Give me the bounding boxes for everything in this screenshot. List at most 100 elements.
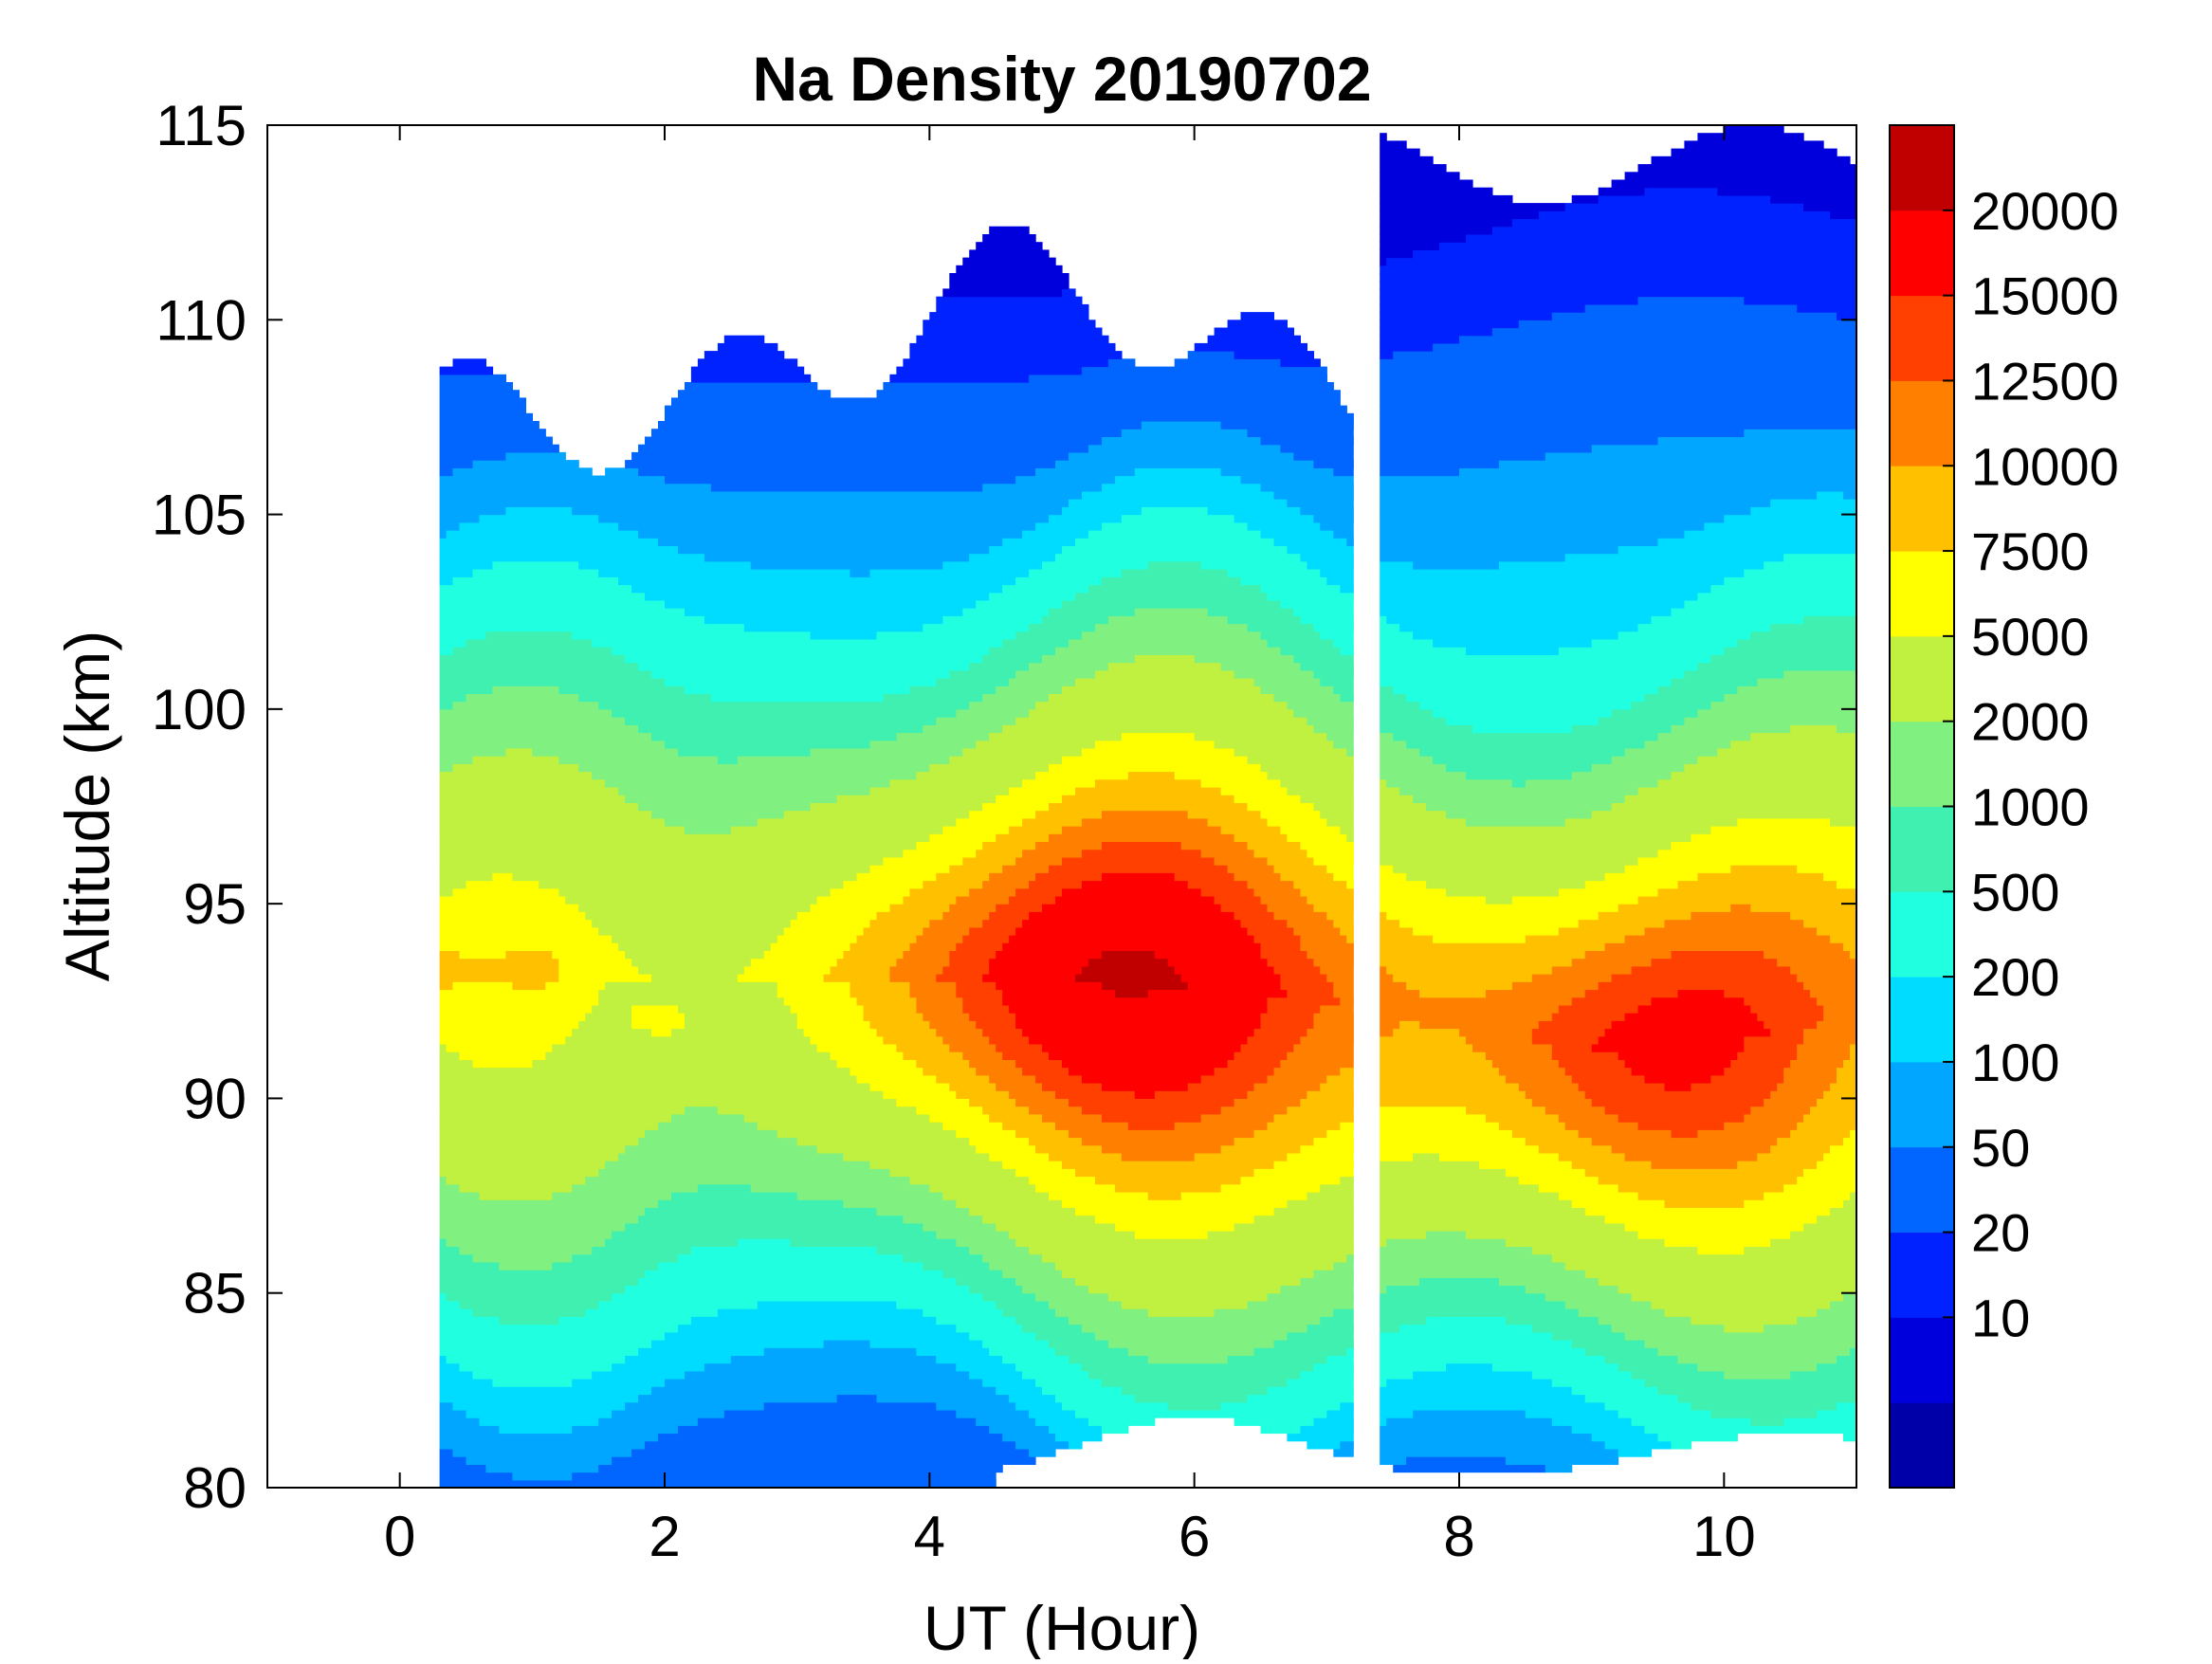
x-axis-label: UT (Hour)	[923, 1593, 1200, 1659]
contour-cell	[439, 1324, 679, 1333]
contour-cell	[690, 366, 805, 375]
contour-cell	[625, 950, 765, 960]
contour-cell	[1817, 1409, 1856, 1418]
contour-cell	[1571, 997, 1653, 1006]
contour-cell	[1380, 1433, 1593, 1442]
contour-cell	[1015, 1168, 1076, 1178]
contour-cell	[1180, 974, 1281, 982]
contour-cell	[863, 1004, 917, 1014]
contour-cell	[783, 997, 858, 1006]
contour-cell	[1141, 421, 1222, 430]
contour-cell	[1446, 810, 1593, 819]
contour-cell	[1757, 678, 1856, 686]
contour-cell	[1340, 1067, 1354, 1076]
contour-cell	[1511, 778, 1526, 788]
contour-cell	[1691, 833, 1856, 842]
contour-cell	[1227, 1059, 1282, 1069]
contour-cell	[439, 631, 487, 640]
colorbar-segment	[1890, 1402, 1954, 1489]
contour-cell	[1075, 538, 1275, 546]
contour-cell	[1817, 997, 1856, 1006]
contour-cell	[1009, 1004, 1268, 1014]
contour-cell	[1101, 1083, 1189, 1091]
contour-cell	[982, 974, 1076, 982]
contour-cell	[1101, 950, 1156, 960]
contour-cell	[439, 810, 652, 819]
contour-cell	[658, 1199, 845, 1208]
contour-cell	[1466, 1106, 1546, 1115]
contour-cell	[936, 1074, 990, 1084]
contour-cell	[1253, 678, 1321, 686]
contour-cell	[1710, 654, 1856, 664]
contour-cell	[1075, 592, 1269, 601]
contour-cell	[665, 475, 1016, 485]
contour-cell	[1069, 451, 1294, 461]
contour-cell	[1247, 841, 1301, 850]
contour-cell	[743, 965, 832, 975]
contour-cell	[1293, 926, 1341, 936]
contour-cell	[1069, 1316, 1321, 1326]
contour-cell	[1187, 981, 1282, 991]
contour-cell	[439, 1355, 448, 1364]
contour-cell	[1498, 460, 1856, 468]
contour-cell	[810, 747, 963, 757]
contour-cell	[1380, 904, 1619, 912]
contour-cell	[1240, 475, 1354, 485]
contour-cell	[916, 841, 983, 850]
contour-cell	[1333, 467, 1354, 477]
contour-cell	[1260, 530, 1334, 539]
contour-cell	[1260, 1020, 1314, 1030]
contour-cell	[1644, 926, 1818, 936]
contour-cell	[1075, 1277, 1301, 1287]
contour-cell	[1380, 179, 1473, 189]
contour-cell	[618, 521, 1036, 531]
contour-cell	[598, 1300, 759, 1309]
contour-cell	[1439, 242, 1856, 250]
contour-cell	[1062, 856, 1216, 866]
x-tick-label: 10	[1692, 1505, 1756, 1568]
contour-cell	[1485, 1113, 1560, 1123]
contour-cell	[1380, 669, 1685, 679]
contour-cell	[856, 935, 917, 943]
contour-cell	[446, 1238, 606, 1247]
contour-cell	[1380, 701, 1420, 710]
contour-cell	[830, 887, 910, 897]
contour-cell	[869, 1161, 1003, 1169]
contour-cell	[439, 1316, 501, 1326]
contour-cell	[439, 1028, 573, 1037]
contour-cell	[916, 771, 1036, 780]
contour-cell	[704, 615, 943, 625]
contour-cell	[1049, 514, 1123, 523]
contour-cell	[1029, 662, 1109, 671]
contour-cell	[1380, 795, 1414, 803]
contour-cell	[1380, 1207, 1586, 1216]
contour-cell	[1419, 1277, 1500, 1287]
contour-cell	[896, 1043, 950, 1052]
contour-cell	[1591, 1433, 1659, 1442]
contour-cell	[572, 1472, 996, 1481]
contour-cell	[1591, 639, 1738, 648]
contour-cell	[1029, 1137, 1083, 1146]
contour-cell	[1618, 1285, 1856, 1294]
contour-cell	[1380, 708, 1434, 718]
contour-cell	[1174, 1122, 1269, 1130]
contour-cell	[1790, 965, 1856, 975]
contour-cell	[1380, 483, 1856, 492]
contour-cell	[1479, 1161, 1573, 1169]
contour-cell	[1624, 795, 1856, 803]
contour-cell	[1598, 187, 1646, 196]
contour-cell	[658, 538, 1003, 546]
contour-cell	[1094, 740, 1216, 749]
contour-cell	[439, 1083, 871, 1091]
contour-cell	[1227, 1355, 1327, 1364]
contour-cell	[1247, 802, 1314, 812]
contour-cell	[1049, 1051, 1235, 1060]
contour-cell	[1273, 911, 1327, 921]
contour-cell	[1333, 919, 1354, 928]
contour-cell	[1069, 1440, 1083, 1450]
contour-cell	[1300, 942, 1354, 951]
contour-cell	[843, 1199, 957, 1208]
contour-cell	[439, 1448, 454, 1457]
contour-cell	[1134, 1394, 1249, 1403]
contour-cell	[1207, 817, 1268, 827]
